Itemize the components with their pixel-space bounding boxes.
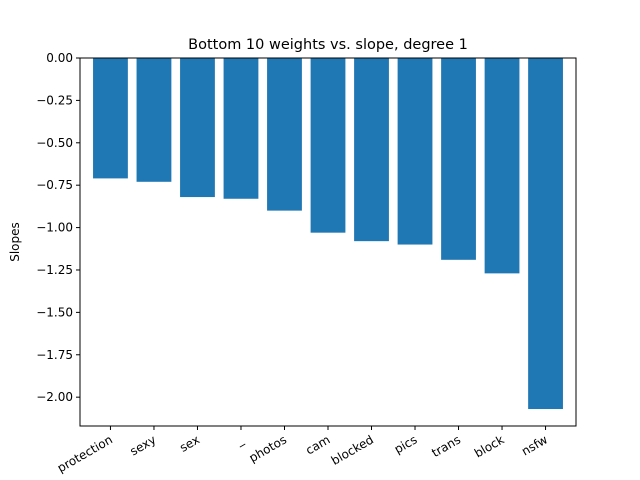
x-tick-label: block — [472, 432, 507, 460]
bar-5 — [310, 58, 346, 233]
bar-8 — [441, 58, 476, 260]
x-tick-label: cam — [303, 432, 332, 457]
x-tick-label: trans — [429, 432, 463, 460]
y-tick-label: 0.00 — [46, 51, 73, 65]
y-tick-label: −0.75 — [36, 178, 73, 192]
y-tick-label: −1.25 — [36, 263, 73, 277]
bar-1 — [136, 58, 172, 182]
bar-2 — [180, 58, 215, 198]
x-tick-label: _ — [232, 432, 246, 448]
bar-10 — [528, 58, 563, 410]
bar-0 — [93, 58, 128, 179]
x-tick-label: blocked — [329, 432, 376, 467]
bar-9 — [484, 58, 520, 274]
y-tick-label: −0.50 — [36, 136, 73, 150]
y-tick-label: −1.00 — [36, 221, 73, 235]
y-axis-label: Slopes — [8, 222, 22, 262]
x-tick-label: photos — [247, 432, 289, 465]
x-tick-label: nsfw — [519, 432, 550, 458]
y-tick-label: −1.50 — [36, 305, 73, 319]
y-tick-label: −2.00 — [36, 390, 73, 404]
plot-frame — [79, 57, 577, 427]
bar-4 — [267, 58, 302, 211]
bar-3 — [223, 58, 259, 199]
y-tick-label: −0.25 — [36, 93, 73, 107]
y-tick-label: −1.75 — [36, 348, 73, 362]
x-tick-label: pics — [392, 432, 420, 456]
bar-7 — [397, 58, 433, 245]
chart-title: Bottom 10 weights vs. slope, degree 1 — [188, 37, 468, 53]
x-tick-label: sexy — [128, 432, 159, 458]
y-ticks-group: 0.00 −0.25 −0.50 −0.75 −1.00 −1.25 −1.50 −1.75 −… — [36, 51, 80, 404]
x-tick-label: sex — [177, 432, 202, 454]
bars-group — [93, 58, 563, 410]
x-tick-label: protection — [55, 432, 115, 475]
bar-6 — [354, 58, 389, 242]
